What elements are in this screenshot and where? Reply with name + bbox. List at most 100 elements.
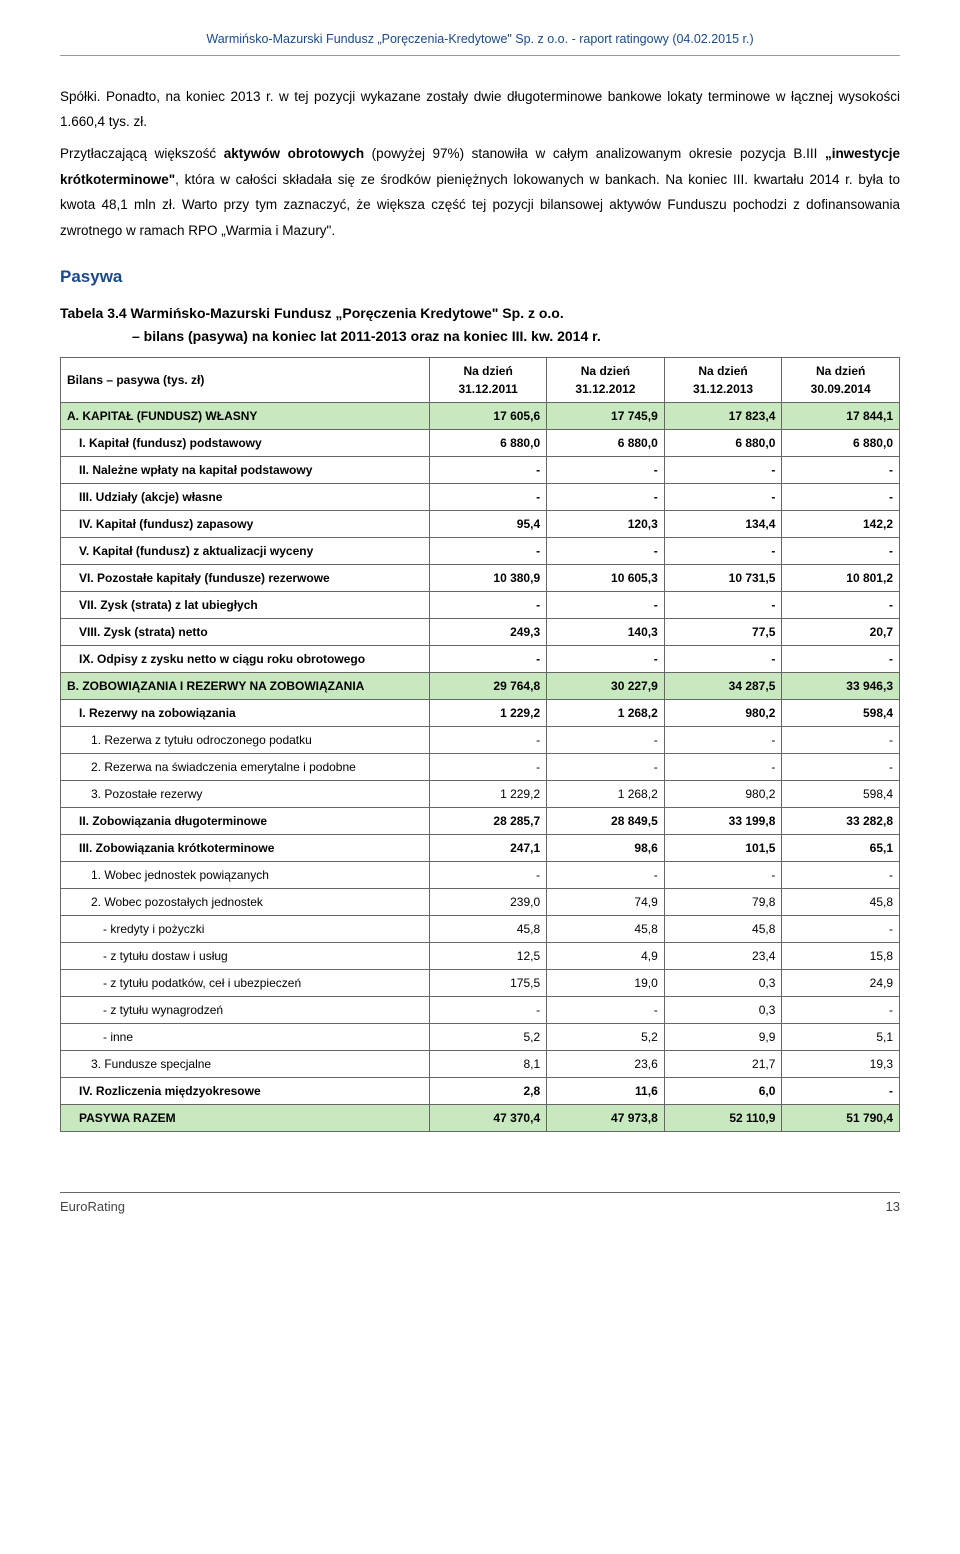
row-label: PASYWA RAZEM <box>61 1105 430 1132</box>
table-row: PASYWA RAZEM47 370,447 973,852 110,951 7… <box>61 1105 900 1132</box>
row-value: - <box>782 862 900 889</box>
row-value: 29 764,8 <box>430 673 547 700</box>
row-value: 45,8 <box>547 916 665 943</box>
row-value: - <box>664 862 782 889</box>
row-value: 8,1 <box>430 1051 547 1078</box>
row-value: 134,4 <box>664 511 782 538</box>
table-subtitle: – bilans (pasywa) na koniec lat 2011-201… <box>60 326 900 347</box>
row-value: - <box>547 727 665 754</box>
row-value: - <box>430 754 547 781</box>
row-value: 2,8 <box>430 1078 547 1105</box>
table-row: - inne5,25,29,95,1 <box>61 1024 900 1051</box>
row-value: 1 229,2 <box>430 781 547 808</box>
row-label: 2. Wobec pozostałych jednostek <box>61 889 430 916</box>
row-value: 10 801,2 <box>782 565 900 592</box>
row-value: 5,2 <box>547 1024 665 1051</box>
paragraph-1: Spółki. Ponadto, na koniec 2013 r. w tej… <box>60 84 900 135</box>
row-value: - <box>664 538 782 565</box>
row-value: 0,3 <box>664 997 782 1024</box>
row-value: 17 605,6 <box>430 403 547 430</box>
row-value: - <box>664 754 782 781</box>
row-label: - z tytułu dostaw i usług <box>61 943 430 970</box>
th-col-3: Na dzień 30.09.2014 <box>782 358 900 403</box>
table-row: - kredyty i pożyczki45,845,845,8- <box>61 916 900 943</box>
row-value: - <box>430 484 547 511</box>
row-label: - z tytułu podatków, ceł i ubezpieczeń <box>61 970 430 997</box>
row-value: 1 268,2 <box>547 781 665 808</box>
p2-a: Przytłaczającą większość <box>60 146 224 161</box>
row-label: VI. Pozostałe kapitały (fundusze) rezerw… <box>61 565 430 592</box>
row-value: 77,5 <box>664 619 782 646</box>
row-value: 79,8 <box>664 889 782 916</box>
balance-table: Bilans – pasywa (tys. zł) Na dzień 31.12… <box>60 357 900 1132</box>
row-value: 6 880,0 <box>430 430 547 457</box>
row-label: - kredyty i pożyczki <box>61 916 430 943</box>
table-row: II. Należne wpłaty na kapitał podstawowy… <box>61 457 900 484</box>
paragraph-2: Przytłaczającą większość aktywów obrotow… <box>60 141 900 244</box>
row-label: 1. Rezerwa z tytułu odroczonego podatku <box>61 727 430 754</box>
row-value: 17 745,9 <box>547 403 665 430</box>
row-value: - <box>664 484 782 511</box>
row-label: V. Kapitał (fundusz) z aktualizacji wyce… <box>61 538 430 565</box>
row-label: II. Zobowiązania długoterminowe <box>61 808 430 835</box>
row-value: 598,4 <box>782 700 900 727</box>
table-row: II. Zobowiązania długoterminowe28 285,72… <box>61 808 900 835</box>
p2-c: (powyżej 97%) stanowiła w całym analizow… <box>364 146 825 161</box>
row-value: - <box>547 862 665 889</box>
row-value: 12,5 <box>430 943 547 970</box>
row-value: 45,8 <box>782 889 900 916</box>
row-value: 1 229,2 <box>430 700 547 727</box>
row-value: - <box>782 646 900 673</box>
row-value: - <box>547 997 665 1024</box>
row-value: - <box>664 457 782 484</box>
table-row: 2. Rezerwa na świadczenia emerytalne i p… <box>61 754 900 781</box>
row-value: 249,3 <box>430 619 547 646</box>
row-label: VIII. Zysk (strata) netto <box>61 619 430 646</box>
row-value: - <box>782 592 900 619</box>
table-row: VIII. Zysk (strata) netto249,3140,377,52… <box>61 619 900 646</box>
row-value: - <box>782 754 900 781</box>
row-value: - <box>430 862 547 889</box>
table-title: Tabela 3.4 Warmińsko-Mazurski Fundusz „P… <box>60 303 900 324</box>
row-value: - <box>430 646 547 673</box>
row-value: 1 268,2 <box>547 700 665 727</box>
table-row: 2. Wobec pozostałych jednostek239,074,97… <box>61 889 900 916</box>
page-footer: EuroRating 13 <box>60 1192 900 1217</box>
table-row: 1. Wobec jednostek powiązanych---- <box>61 862 900 889</box>
row-value: 142,2 <box>782 511 900 538</box>
row-value: 28 849,5 <box>547 808 665 835</box>
th-col-2: Na dzień 31.12.2013 <box>664 358 782 403</box>
row-label: III. Zobowiązania krótkoterminowe <box>61 835 430 862</box>
table-row: - z tytułu wynagrodzeń--0,3- <box>61 997 900 1024</box>
row-value: 980,2 <box>664 700 782 727</box>
row-label: IX. Odpisy z zysku netto w ciągu roku ob… <box>61 646 430 673</box>
row-value: 30 227,9 <box>547 673 665 700</box>
row-value: 10 731,5 <box>664 565 782 592</box>
row-value: 247,1 <box>430 835 547 862</box>
row-label: 2. Rezerwa na świadczenia emerytalne i p… <box>61 754 430 781</box>
row-value: 21,7 <box>664 1051 782 1078</box>
row-label: - z tytułu wynagrodzeń <box>61 997 430 1024</box>
row-label: I. Rezerwy na zobowiązania <box>61 700 430 727</box>
table-row: V. Kapitał (fundusz) z aktualizacji wyce… <box>61 538 900 565</box>
row-value: 6 880,0 <box>782 430 900 457</box>
th-col-0: Na dzień 31.12.2011 <box>430 358 547 403</box>
row-value: 17 844,1 <box>782 403 900 430</box>
row-value: 175,5 <box>430 970 547 997</box>
table-row: I. Kapitał (fundusz) podstawowy6 880,06 … <box>61 430 900 457</box>
row-value: 6 880,0 <box>664 430 782 457</box>
row-value: - <box>782 727 900 754</box>
table-row: IV. Rozliczenia międzyokresowe2,811,66,0… <box>61 1078 900 1105</box>
table-row: 3. Pozostałe rezerwy1 229,21 268,2980,25… <box>61 781 900 808</box>
row-label: 1. Wobec jednostek powiązanych <box>61 862 430 889</box>
row-value: - <box>547 754 665 781</box>
row-value: 0,3 <box>664 970 782 997</box>
row-value: 9,9 <box>664 1024 782 1051</box>
row-value: - <box>547 592 665 619</box>
table-row: VII. Zysk (strata) z lat ubiegłych---- <box>61 592 900 619</box>
table-row: 3. Fundusze specjalne8,123,621,719,3 <box>61 1051 900 1078</box>
table-row: A. KAPITAŁ (FUNDUSZ) WŁASNY17 605,617 74… <box>61 403 900 430</box>
section-heading-pasywa: Pasywa <box>60 264 900 290</box>
row-value: 10 380,9 <box>430 565 547 592</box>
table-row: - z tytułu podatków, ceł i ubezpieczeń17… <box>61 970 900 997</box>
